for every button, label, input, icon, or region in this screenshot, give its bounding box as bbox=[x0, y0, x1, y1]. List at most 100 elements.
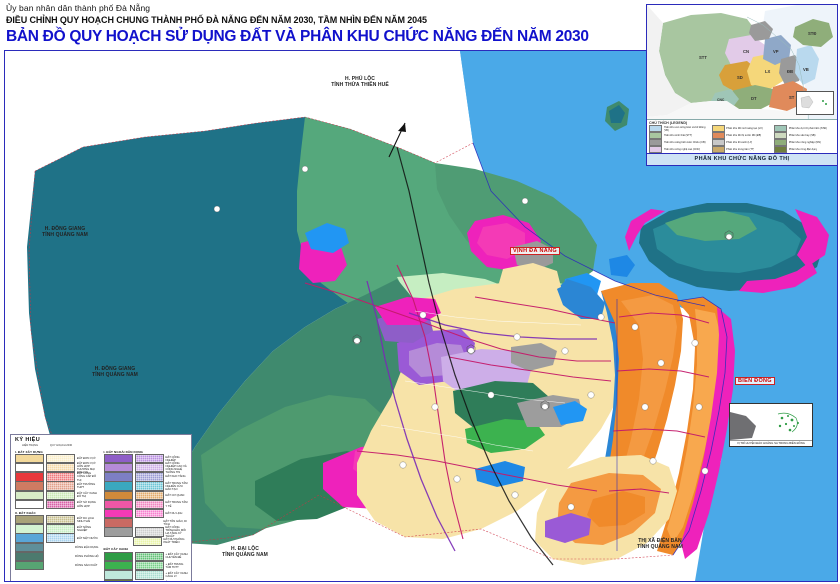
legend-row-label: ĐẤT ĐƠN VỊ Ở HỖN HỢP THƯƠNG MẠI DỊCH VỤ bbox=[77, 461, 96, 474]
legend-swatch-existing bbox=[103, 560, 133, 571]
legend-row[interactable]: ĐẤT CÂY XANH ĐÔ THỊ bbox=[15, 490, 100, 501]
legend-row[interactable]: ĐẤT DỰ PHÒNG PHÁT TRIỂN bbox=[104, 536, 189, 546]
map-legend[interactable]: KÝ HIỆU HIỆN TRẠNG QUY HOẠCH 2030 I. ĐẤT… bbox=[10, 434, 192, 582]
legend-swatch-planned bbox=[134, 453, 164, 464]
legend-row-label: ĐẤT CÔNG NGHIỆP bbox=[165, 455, 180, 462]
legend-section-heading: I. ĐẤT NGOÀI DÂN DỤNG bbox=[103, 449, 144, 454]
legend-swatch-planned bbox=[46, 515, 75, 525]
inset-zone-code-ST: ST bbox=[789, 95, 795, 100]
inset-legend-row[interactable]: Phân khu rừng đặc dụng bbox=[774, 146, 835, 153]
legend-row[interactable]: + ĐẤT CÂY XANH CÁCH LY bbox=[103, 570, 189, 580]
legend-row[interactable]: ĐẤT MẶT NƯỚC bbox=[15, 533, 100, 543]
inset-legend-row[interactable]: Phân khu ven sông Hàn và bờ Đông (VB) bbox=[649, 125, 710, 132]
inset-zone-code-STD: STĐ bbox=[808, 31, 817, 36]
map-frame[interactable]: VỊNH ĐÀ NẴNG BIỂN ĐÔNG H. PHÚ LỘC TỈNH T… bbox=[4, 50, 838, 582]
hoang-sa-inset[interactable]: VỊ TRÍ HUYỆN ĐẢO HOÀNG SA TRONG BIỂN ĐÔN… bbox=[729, 403, 813, 447]
legend-row[interactable]: ĐẤT KHO TÀNG bbox=[103, 472, 189, 482]
legend-swatch-existing bbox=[15, 560, 44, 571]
legend-row[interactable]: RỪNG PHÒNG HỘ bbox=[15, 551, 100, 562]
inset-legend-col-1: Phân khu ven sông Hàn và bờ Đông (VB) Phâ… bbox=[649, 125, 710, 153]
inset-zone-code-CN: CN bbox=[743, 49, 750, 54]
inset-legend: CHÚ THÍCH (LEGEND) Phân khu ven sông Hàn… bbox=[647, 119, 837, 154]
legend-column-headers: HIỆN TRẠNG QUY HOẠCH 2030 bbox=[11, 443, 191, 447]
legend-swatch-planned bbox=[46, 553, 73, 560]
legend-swatch-existing bbox=[103, 570, 133, 580]
legend-row[interactable]: + ĐẤT TRUNG TÂM TDTT bbox=[103, 560, 189, 571]
legend-section-heading: II. ĐẤT KHÁC bbox=[15, 510, 36, 515]
legend-row[interactable]: ĐẤT SỬ DỤNG HỖN HỢP bbox=[15, 499, 100, 510]
legend-swatch-existing bbox=[15, 499, 44, 510]
legend-row[interactable]: ĐẤT AN NINH QUỐC PHÒNG bbox=[103, 579, 189, 582]
legend-row-label: ĐẤT MẶT NƯỚC bbox=[77, 536, 98, 540]
inset-legend-row[interactable]: Phân khu dự trữ phát triển (STĐ) bbox=[774, 125, 835, 132]
neighbor-phu-loc: H. PHÚ LỘC TỈNH THỪA THIÊN HUẾ bbox=[305, 76, 415, 88]
legend-row[interactable]: ĐẤT CÔNG NGHIỆP CAO VÀ CÔNG NGHỆ THÔNG T… bbox=[103, 462, 189, 474]
legend-swatch-planned bbox=[46, 490, 75, 501]
legend-row[interactable]: ĐẤT DU LỊCH SINH THÁI bbox=[15, 515, 100, 525]
legend-swatch-planned bbox=[134, 463, 164, 473]
legend-row-label: ĐẤT AN NINH QUỐC PHÒNG bbox=[164, 581, 189, 582]
inset-minimap-geometry bbox=[797, 92, 833, 114]
legend-swatch-planned bbox=[46, 472, 75, 482]
inset-legend-row[interactable]: Phân khu lõi xanh (LX) bbox=[711, 139, 773, 146]
legend-row[interactable]: ĐẤT CÔNG CỘNG CẤP ĐÔ THỊ bbox=[15, 472, 100, 482]
legend-swatch-planned bbox=[46, 562, 73, 569]
legend-row[interactable]: RỪNG SẢN XUẤT bbox=[15, 560, 100, 571]
label-bien-dong: BIỂN ĐÔNG bbox=[735, 377, 775, 385]
legend-row[interactable]: ĐẤT ĐƠN VỊ Ở bbox=[15, 453, 100, 464]
legend-swatch-existing bbox=[103, 472, 133, 482]
legend-swatch-planned bbox=[134, 472, 164, 482]
inset-legend-row[interactable]: Phân khu nông nghiệp (NN) bbox=[774, 139, 835, 146]
inset-zone-code-DD: CNC bbox=[717, 98, 725, 102]
neighbor-dai-loc: H. ĐẠI LỘC TỈNH QUẢNG NAM bbox=[195, 546, 295, 558]
legend-title: KÝ HIỆU bbox=[15, 437, 41, 443]
legend-row-label: ĐẤT KHO TÀNG bbox=[165, 475, 186, 479]
inset-legend-label: Phân khu ven sông Hàn và bờ Đông (VB) bbox=[663, 125, 706, 132]
inset-legend-row[interactable]: Phân khu sinh thái (STT) bbox=[649, 132, 710, 139]
legend-swatch-planned bbox=[134, 481, 164, 491]
inset-zone-code-VP: VP bbox=[773, 49, 779, 54]
legend-row[interactable]: ĐẤT TRƯỜNG THPT bbox=[15, 481, 100, 491]
legend-swatch-planned bbox=[46, 533, 75, 543]
legend-row[interactable]: ĐẤT TRUNG TÂM NGHIÊN CỨU ĐÀO TẠO bbox=[103, 481, 189, 491]
legend-row[interactable]: ĐẤT DU LỊCH bbox=[103, 509, 189, 519]
legend-row[interactable]: ĐẤT CÔNG NGHIỆP bbox=[103, 453, 189, 464]
legend-row[interactable]: ĐẤT NÔNG NGHIỆP bbox=[15, 524, 100, 534]
legend-swatch-existing bbox=[103, 579, 133, 581]
inset-legend-swatch bbox=[711, 125, 725, 132]
inset-legend-swatch bbox=[711, 139, 725, 146]
legend-swatch-existing bbox=[15, 551, 44, 562]
legend-row[interactable]: + ĐẤT CÂY XANH CHUYÊN ĐỀ bbox=[103, 551, 189, 562]
legend-row[interactable]: RỪNG ĐẶC DỤNG bbox=[15, 542, 100, 552]
inset-legend-label: Phân khu sinh thái (STT) bbox=[663, 134, 693, 137]
neighbor-dien-ban: THỊ XÃ ĐIỆN BÀN TỈNH QUẢNG NAM bbox=[605, 538, 715, 550]
inset-legend-row[interactable]: Phân khu trung tâm (TT) bbox=[711, 146, 773, 153]
legend-swatch-planned bbox=[46, 499, 75, 510]
legend-swatch-planned bbox=[46, 481, 75, 491]
legend-row[interactable]: ĐẤT ĐƠN VỊ Ở HỖN HỢP THƯƠNG MẠI DỊCH VỤ bbox=[15, 461, 100, 474]
inset-legend-row[interactable]: Phân khu công nghệ cao (CNC) bbox=[649, 146, 710, 153]
inset-legend-title: CHÚ THÍCH (LEGEND) bbox=[649, 121, 688, 125]
legend-swatch-existing bbox=[15, 463, 44, 473]
inset-legend-label: Phân khu đổi mới sáng tạo (LX) bbox=[726, 127, 763, 130]
neighbor-phu-loc-line2: TỈNH THỪA THIÊN HUẾ bbox=[331, 82, 389, 88]
inset-legend-swatch bbox=[774, 139, 788, 146]
inset-legend-row[interactable]: Phân khu sân bay (SB) bbox=[774, 132, 835, 139]
inset-legend-row[interactable]: Phân khu cảng biển Liên Chiểu (CB) bbox=[649, 139, 710, 146]
functional-zone-inset[interactable]: STT CN VP SD LX DT ĐB VB ST STĐ CNC CHÚ … bbox=[646, 4, 838, 166]
inset-zone-code-SD: SD bbox=[737, 75, 743, 80]
inset-legend-row[interactable]: Phân khu đổi mới sáng tạo (LX) bbox=[711, 125, 773, 132]
inset-legend-row[interactable]: Phân khu đô thị sườn đồi (ĐB) bbox=[711, 132, 773, 139]
legend-swatch-planned bbox=[46, 463, 75, 473]
legend-row[interactable]: ĐẤT CƠ QUAN bbox=[103, 490, 189, 501]
neighbor-dg-n-line2: TỈNH QUẢNG NAM bbox=[42, 232, 88, 238]
legend-swatch-existing bbox=[15, 481, 44, 491]
legend-row[interactable]: ĐẤT TRUNG TÂM Y TẾ bbox=[103, 499, 189, 510]
legend-row[interactable]: ĐẤT TÔN GIÁO, DI TÍCH bbox=[103, 518, 189, 528]
legend-section-heading: ĐẤT CÂY XANH bbox=[103, 547, 129, 552]
inset-zone-code-STT: STT bbox=[699, 55, 707, 60]
neighbor-dai-loc-line1: H. ĐẠI LỘC bbox=[231, 546, 259, 552]
legend-swatch-existing bbox=[103, 490, 133, 501]
legend-row[interactable]: ĐẤT CÔNG TRÌNH ĐẦU MỐI HẠ TẦNG KỸ THUẬT bbox=[103, 526, 189, 538]
legend-swatch-planned bbox=[46, 524, 75, 534]
